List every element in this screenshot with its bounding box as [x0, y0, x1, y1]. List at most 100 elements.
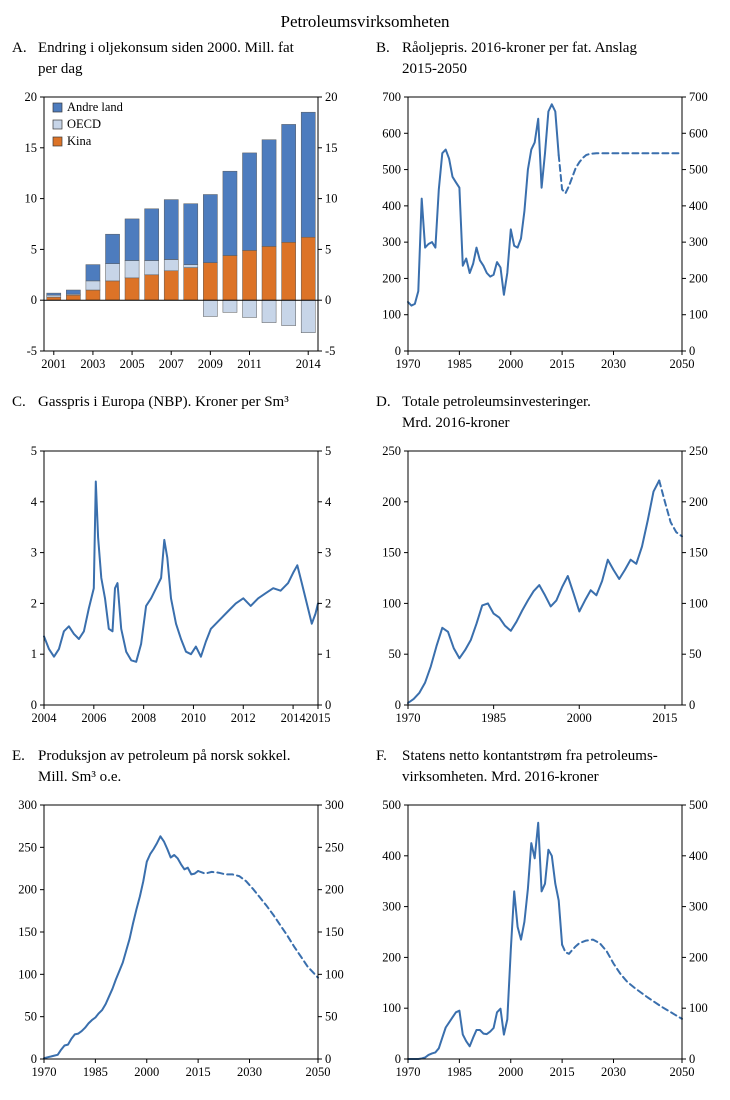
- y-tick-label-left: 100: [382, 308, 401, 322]
- panel-f-caption-letter: F.: [376, 748, 387, 764]
- bar-segment: [183, 267, 199, 301]
- y-tick-label-left: 700: [382, 90, 401, 104]
- bar-segment: [66, 289, 81, 295]
- y-tick-label-right: 5: [325, 444, 331, 458]
- bar-segment: [300, 299, 316, 333]
- bar-segment: [281, 299, 296, 326]
- x-tick-label: 2050: [670, 1065, 695, 1079]
- line-gasspris: [43, 480, 319, 663]
- y-tick-label-right: 100: [325, 967, 344, 981]
- panel-e-caption-text: Produksjon av petroleum på norsk sokkel.…: [38, 748, 291, 785]
- y-tick-label-right: 0: [325, 1052, 331, 1066]
- y-tick-label-left: 4: [31, 495, 38, 509]
- panel-a-caption-text: Endring i oljekonsum siden 2000. Mill. f…: [38, 40, 294, 77]
- plot-frame: [407, 450, 683, 706]
- line-anslag: [557, 152, 683, 195]
- y-tick-label-right: -5: [325, 344, 335, 358]
- x-tick-label: 1970: [396, 357, 421, 371]
- y-axes: 0 0 50 50 100 100 150 150 200 200 250 250 300 300: [18, 798, 344, 1066]
- bar-segment: [46, 292, 62, 296]
- y-axes: 0 0 50 50 100 100 150 150 200 200 250 250: [382, 444, 708, 712]
- y-tick-label-right: 5: [325, 242, 331, 256]
- panel-c-caption-text: Gasspris i Europa (NBP). Kroner per Sm³: [38, 394, 289, 410]
- line-historisk: [43, 835, 200, 1060]
- bar-segment: [183, 203, 199, 265]
- y-tick-label-right: 0: [325, 293, 331, 307]
- panel-b-caption: B. Råoljepris. 2016-kroner per fat. Ansl…: [376, 38, 724, 85]
- line-historisk: [407, 103, 560, 307]
- y-tick-label-left: 10: [25, 192, 38, 206]
- y-tick-label-left: 100: [18, 967, 37, 981]
- legend-swatch-kina: [52, 136, 63, 147]
- panel-b-caption-letter: B.: [376, 40, 390, 56]
- y-tick-label-left: 400: [382, 849, 401, 863]
- y-tick-label-right: 400: [689, 199, 708, 213]
- bar-segment: [300, 236, 316, 301]
- y-tick-label-right: 150: [325, 925, 344, 939]
- panel-b-plot-mount: 0 0 100 100 200 200 300 300 400 400 500 500 600 600 70…: [370, 87, 724, 386]
- y-tick-label-left: 1: [31, 647, 37, 661]
- x-tick-label: 2015: [550, 1065, 575, 1079]
- bar-segment: [85, 280, 101, 291]
- x-tick-label: 2010: [181, 711, 206, 725]
- bar-segment: [105, 280, 120, 301]
- panel-d: D. Totale petroleumsinvesteringer. Mrd. …: [370, 392, 724, 740]
- x-tick-label: 2015: [550, 357, 575, 371]
- panel-a-plot-mount: -5 -5 0 0 5 5 10 10 15 15 20 20 2001 2003 2005 2007 2009…: [6, 87, 360, 386]
- plot-frame: [407, 804, 683, 1060]
- x-tick-label: 2030: [237, 1065, 262, 1079]
- y-tick-label-right: 500: [689, 163, 708, 177]
- panel-d-caption-text: Totale petroleumsinvesteringer. Mrd. 201…: [402, 394, 591, 431]
- x-tick-label: 2015: [652, 711, 677, 725]
- panel-c-caption-letter: C.: [12, 394, 26, 410]
- y-tick-label-right: 20: [325, 90, 338, 104]
- x-tick-label: 2030: [601, 1065, 626, 1079]
- bar-segment: [222, 255, 238, 301]
- y-tick-label-right: 150: [689, 546, 708, 560]
- bar-series-oecd: [46, 259, 316, 333]
- y-tick-label-left: 200: [382, 950, 401, 964]
- y-tick-label-right: 300: [325, 798, 344, 812]
- y-tick-label-right: 300: [689, 235, 708, 249]
- y-axes: 0 0 100 100 200 200 300 300 400 400 500 500 600 600 70…: [382, 90, 708, 358]
- panel-c-plot-mount: 0 0 1 1 2 2 3 3 4 4 5 5 2004 2006 2008 2010 2012 2014 2015: [6, 441, 360, 740]
- panel-e-plot: 0 0 50 50 100 100 150 150 200 200 250 250 300 300 1970…: [18, 798, 344, 1079]
- y-tick-label-left: 500: [382, 163, 401, 177]
- bar-segment: [144, 208, 159, 261]
- bar-segment: [300, 111, 316, 238]
- legend-label: Kina: [67, 134, 92, 148]
- panel-a-caption: A. Endring i oljekonsum siden 2000. Mill…: [12, 38, 360, 85]
- y-tick-label-right: 10: [325, 192, 338, 206]
- panel-f-plot: 0 0 100 100 200 200 300 300 400 400 500 500 1970 1985…: [382, 798, 708, 1079]
- y-tick-label-left: 300: [18, 798, 37, 812]
- panel-f-plot-mount: 0 0 100 100 200 200 300 300 400 400 500 500 1970 1985…: [370, 795, 724, 1094]
- x-tick-label: 1970: [396, 711, 421, 725]
- x-tick-label: 2001: [41, 357, 66, 371]
- legend-label: OECD: [67, 117, 101, 131]
- y-tick-label-left: 250: [18, 840, 37, 854]
- y-tick-label-left: 0: [395, 698, 401, 712]
- y-tick-label-left: 0: [31, 698, 37, 712]
- panels-grid: A. Endring i oljekonsum siden 2000. Mill…: [0, 38, 730, 1100]
- bar-segment: [203, 299, 218, 317]
- x-tick-label: 2008: [131, 711, 156, 725]
- y-tick-label-left: 100: [382, 596, 401, 610]
- panel-e-plot-mount: 0 0 50 50 100 100 150 150 200 200 250 250 300 300 1970…: [6, 795, 360, 1094]
- y-tick-label-right: 1: [325, 647, 331, 661]
- plot-frame: [407, 96, 683, 352]
- y-tick-label-right: 300: [689, 900, 708, 914]
- x-tick-label: 2012: [231, 711, 256, 725]
- bar-segment: [66, 294, 81, 301]
- panel-d-caption: D. Totale petroleumsinvesteringer. Mrd. …: [376, 392, 724, 439]
- bar-segment: [105, 263, 120, 282]
- panel-f-caption: F. Statens netto kontantstrøm fra petrol…: [376, 746, 724, 793]
- figure-title: Petroleumsvirksomheten: [280, 12, 450, 31]
- panel-a: A. Endring i oljekonsum siden 2000. Mill…: [6, 38, 360, 386]
- x-axis: 1970 1985 2000 2015 2030 2050: [396, 351, 695, 371]
- panel-d-plot-mount: 0 0 50 50 100 100 150 150 200 200 250 250 1970 1985 20…: [370, 441, 724, 740]
- y-axes: 0 0 100 100 200 200 300 300 400 400 500 500: [382, 798, 708, 1066]
- bar-segment: [105, 233, 120, 264]
- y-tick-label-left: 0: [31, 1052, 37, 1066]
- x-tick-label: 2004: [32, 711, 58, 725]
- bar-segment: [124, 218, 140, 261]
